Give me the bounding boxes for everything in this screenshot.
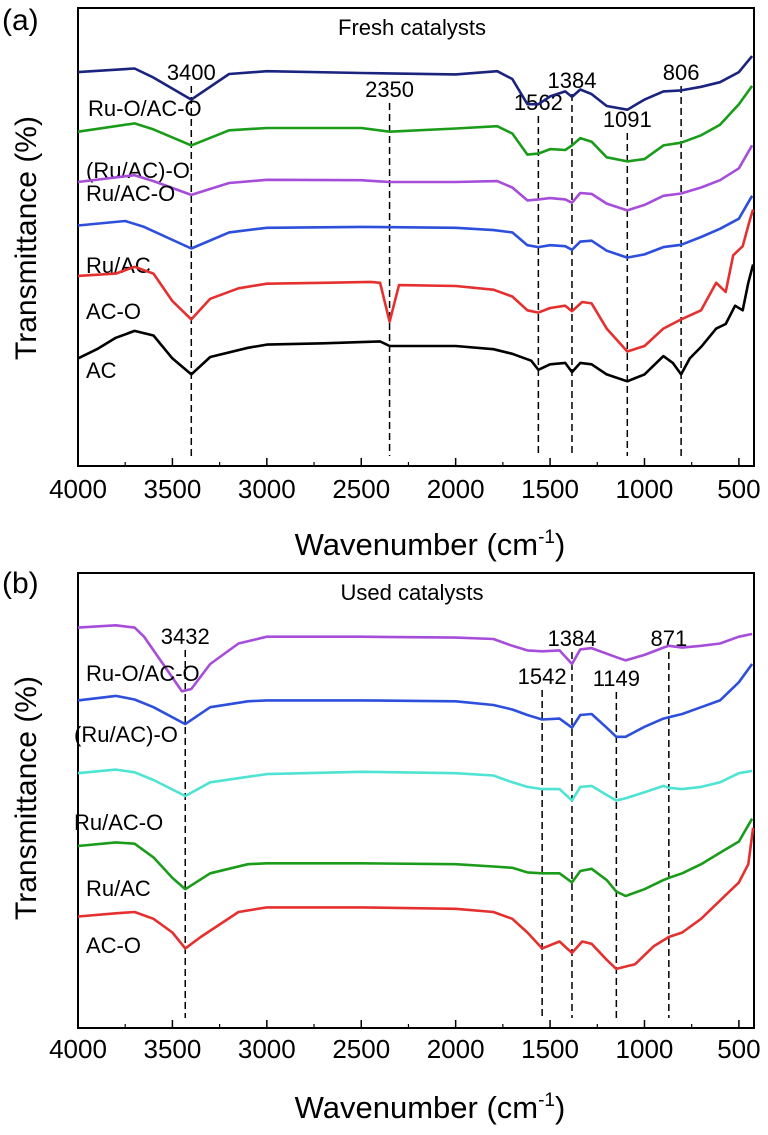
series-line: [77, 144, 754, 212]
x-ticks: 4000 3500 3000 2500 2000 1500 1000 500: [49, 458, 761, 504]
x-ticks: 4000 3500 3000 2500 2000 1500 1000 500: [49, 1020, 761, 1064]
peak-label: 1091: [603, 107, 652, 132]
series-label: AC-O: [86, 299, 141, 324]
peak-label: 3432: [161, 624, 210, 649]
x-tick-label: 2500: [332, 474, 390, 504]
series-label: AC: [86, 358, 117, 383]
panel-label: (b): [2, 567, 39, 600]
series-label: Ru/AC: [86, 876, 151, 901]
x-tick-label: 1000: [616, 1034, 674, 1064]
panel-label: (a): [2, 4, 39, 37]
series-line: [77, 768, 753, 802]
chart-title: Fresh catalysts: [338, 15, 486, 40]
series-group: Ru-O/AC-O (Ru/AC)-O Ru/AC-O Ru/AC AC-O: [74, 624, 755, 971]
peak-label: 1542: [518, 664, 567, 689]
peak-label: 3400: [167, 60, 216, 85]
peak-label: 1149: [593, 666, 640, 691]
peak-label: 806: [663, 60, 700, 85]
plot-frame: [77, 572, 755, 1029]
x-tick-label: 1500: [521, 1034, 579, 1064]
x-tick-label: 3500: [143, 1034, 201, 1064]
peak-label: 2350: [365, 77, 414, 102]
x-tick-label: 1000: [616, 474, 674, 504]
x-tick-label: 2000: [427, 474, 485, 504]
series-label: AC-O: [86, 933, 141, 958]
x-tick-label: 500: [717, 1034, 760, 1064]
series-line: [77, 209, 755, 353]
chart-title: Used catalysts: [340, 580, 483, 605]
x-tick-label: 4000: [49, 474, 107, 504]
peak-label: 1384: [547, 626, 596, 651]
y-axis-label: Transmittance (%): [10, 676, 43, 920]
plot-frame: [77, 7, 755, 467]
x-tick-label: 3000: [238, 474, 296, 504]
series-line: [77, 663, 754, 739]
x-tick-label: 2000: [427, 1034, 485, 1064]
x-axis-label: Wavenumber (cm-1): [295, 527, 566, 562]
panel-a: (a) Fresh catalysts Transmittance (%) Wa…: [2, 4, 761, 562]
series-line: [77, 55, 754, 111]
series-label: Ru/AC-O: [86, 181, 175, 206]
series-line: [77, 624, 753, 693]
series-line: [77, 818, 754, 898]
series-line: [77, 264, 755, 383]
x-tick-label: 1500: [521, 474, 579, 504]
series-line: [77, 195, 754, 259]
series-label: Ru/AC-O: [74, 810, 163, 835]
series-label: Ru-O/AC-O: [88, 96, 202, 121]
x-tick-label: 2500: [332, 1034, 390, 1064]
series-label: (Ru/AC)-O: [74, 722, 178, 747]
panel-b: (b) Used catalysts Transmittance (%) Wav…: [2, 567, 761, 1125]
series-label: Ru-O/AC-O: [86, 661, 200, 686]
series-line: [77, 85, 754, 163]
x-axis-label: Wavenumber (cm-1): [295, 1090, 566, 1125]
series-line: [77, 827, 755, 971]
x-tick-label: 4000: [49, 1034, 107, 1064]
x-tick-label: 3500: [143, 474, 201, 504]
x-tick-label: 3000: [238, 1034, 296, 1064]
y-axis-label: Transmittance (%): [10, 116, 43, 360]
peak-label: 1384: [547, 68, 596, 93]
x-tick-label: 500: [717, 474, 760, 504]
